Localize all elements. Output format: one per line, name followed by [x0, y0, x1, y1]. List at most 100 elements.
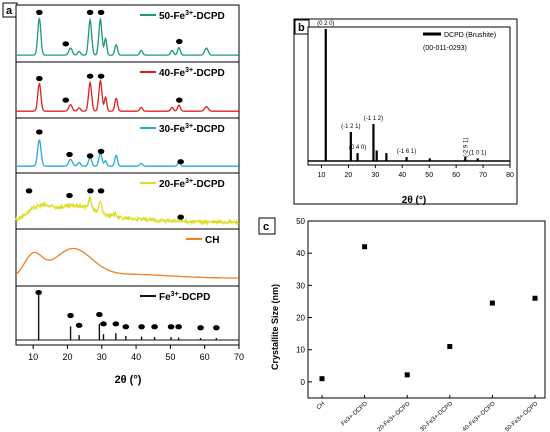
- data-point: [532, 295, 538, 301]
- x-category-label: 20-Fe3+-DCPD: [377, 401, 412, 432]
- panel-c: c 0 10 20 30 40 50 CH Fe3+-DCPD 20-Fe3+-DCPD 30-F…: [258, 217, 546, 432]
- peak-index-label: (-1 1 2): [364, 116, 383, 122]
- x-tick-label: 50: [165, 352, 175, 362]
- brushite-peak-marker: [86, 73, 94, 79]
- x-tick-label: 60: [200, 352, 210, 362]
- x-tick-label: 20: [62, 352, 72, 362]
- xrd-curve: [16, 78, 239, 112]
- y-tick-label: 50: [296, 217, 305, 226]
- brushite-peak-marker: [97, 188, 105, 194]
- legend-label: 50-Fe3+-DCPD: [159, 10, 225, 22]
- brushite-peak-marker: [197, 325, 204, 331]
- peak-index-label: (-1 2 1): [341, 124, 360, 130]
- brushite-peak-marker: [62, 41, 70, 47]
- brushite-peak-marker: [62, 97, 70, 103]
- pattern-frame: [15, 61, 240, 119]
- panel-a-letter: a: [6, 5, 13, 17]
- brushite-peak-marker: [66, 151, 73, 158]
- panel-a-frames: 50-Fe3+-DCPD 40-Fe3+-DCPD 30-Fe3+-DCPD 20-F…: [15, 4, 240, 346]
- y-tick-label: 0: [301, 378, 306, 387]
- x-tick-label: 30: [97, 352, 107, 362]
- xrd-curve: [15, 247, 239, 279]
- x-tick-label: 10: [28, 352, 38, 362]
- legend-label: 40-Fe3+-DCPD: [159, 67, 225, 79]
- y-tick-label: 40: [296, 249, 305, 258]
- brushite-peak-marker: [36, 9, 43, 15]
- peak-index-label: (0 4 0): [349, 145, 366, 151]
- x-tick-label: 40: [131, 352, 141, 362]
- peak-index-label: (1 0 1): [469, 150, 486, 156]
- x-category-label: Fe3+-DCPD: [341, 401, 370, 428]
- brushite-peak-marker: [97, 9, 105, 15]
- brushite-peak-marker: [36, 129, 43, 135]
- plot-frame: [307, 26, 511, 166]
- brushite-peak-marker: [138, 324, 145, 330]
- legend-label: DCPD (Brushite): [444, 32, 496, 39]
- xrd-curve: [16, 139, 239, 167]
- peak-index-label: (0 2 0): [317, 21, 334, 27]
- x-category-label: CH: [316, 401, 326, 411]
- reference-code: (00-011-0293): [423, 45, 467, 52]
- panel-a: a 50-Fe3+-DCPD 40-Fe3+-DCPD 30-Fe3+-DCPD 20…: [2, 2, 244, 386]
- x-tick-label: 70: [479, 172, 487, 179]
- x-tick-label: 20: [345, 172, 353, 179]
- xrd-curve: [16, 16, 239, 56]
- legend-label: Fe3+-DCPD: [159, 291, 210, 303]
- x-category-label: 30-Fe3+-DCPD: [419, 401, 454, 432]
- plot-frame: [307, 220, 546, 399]
- brushite-peak-marker: [25, 188, 33, 194]
- xrd-pattern-1: 50-Fe3+-DCPD: [15, 4, 240, 63]
- brushite-peak-marker: [177, 214, 184, 220]
- panel-c-letter-box: [258, 217, 276, 235]
- y-tick-label: 30: [296, 281, 305, 290]
- brushite-peak-marker: [175, 324, 182, 330]
- x-tick-label: 60: [452, 172, 460, 179]
- panel-a-x-axis: 10 20 30 40 50 60 70: [28, 345, 244, 362]
- brushite-peak-marker: [100, 321, 107, 327]
- y-tick-label: 20: [296, 314, 305, 323]
- brushite-peak-marker: [213, 325, 220, 331]
- xrd-pattern-2: 40-Fe3+-DCPD: [15, 61, 240, 119]
- panel-b-letter: b: [298, 22, 305, 34]
- brushite-peak-marker: [67, 312, 74, 319]
- brushite-peak-marker: [97, 73, 105, 79]
- legend-label: 30-Fe3+-DCPD: [159, 123, 225, 135]
- xrd-pattern-5: CH: [15, 228, 240, 287]
- peak-index-label: (-2 9 1): [463, 138, 469, 157]
- panel-b-x-axis-label: 2θ (°): [402, 195, 426, 206]
- brushite-peak-marker: [167, 324, 175, 330]
- brushite-peak-marker: [86, 153, 94, 159]
- panel-a-x-axis-label: 2θ (°): [115, 374, 142, 386]
- xrd-pattern-3: 30-Fe3+-DCPD: [15, 117, 240, 174]
- legend-label: CH: [205, 235, 219, 246]
- data-point: [447, 344, 453, 350]
- panel-c-plot: 0 10 20 30 40 50 CH Fe3+-DCPD 20-Fe3+-DCPD 30-Fe3…: [296, 217, 546, 432]
- brushite-peak-marker: [66, 192, 73, 199]
- x-tick-label: 30: [371, 172, 379, 179]
- brushite-peak-marker: [122, 324, 130, 330]
- x-tick-label: 10: [318, 172, 326, 179]
- brushite-peak-marker: [96, 311, 103, 318]
- x-category-label: 40-Fe3+-DCPD: [462, 401, 497, 432]
- xrd-curve: [15, 195, 239, 226]
- data-point: [489, 300, 495, 306]
- panel-b-plot: (0 2 0) (-1 2 1) (0 4 0) (-1 1 2) (-1 6 1) (-…: [307, 21, 514, 179]
- data-point: [362, 244, 368, 250]
- x-tick-label: 40: [398, 172, 406, 179]
- brushite-peak-marker: [97, 148, 105, 154]
- brushite-peak-marker: [86, 9, 94, 15]
- brushite-peak-marker: [151, 324, 158, 330]
- brushite-peak-marker: [35, 289, 42, 296]
- xrd-pattern-6: Fe3+-DCPD: [15, 285, 240, 346]
- x-tick-label: 50: [425, 172, 433, 179]
- brushite-peak-marker: [36, 75, 43, 82]
- data-point: [319, 376, 325, 382]
- brushite-peak-marker: [75, 322, 83, 328]
- xrd-pattern-4: 20-Fe3+-DCPD: [15, 172, 240, 230]
- brushite-peak-marker: [112, 321, 120, 327]
- panel-b: b (0 2 0) (-1 2 1) (0 4 0) (-1 1 2) (-1 6 1)…: [293, 18, 518, 206]
- panel-c-letter: c: [263, 221, 269, 233]
- brushite-peak-marker: [177, 159, 184, 165]
